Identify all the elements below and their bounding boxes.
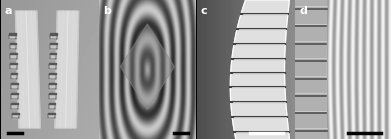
Polygon shape [50, 33, 57, 34]
Text: a: a [4, 6, 12, 16]
Text: d: d [299, 6, 307, 16]
Text: c: c [201, 6, 207, 16]
Polygon shape [55, 11, 79, 128]
Polygon shape [49, 83, 56, 84]
Polygon shape [49, 73, 56, 74]
Polygon shape [11, 73, 17, 74]
Polygon shape [50, 44, 57, 49]
Polygon shape [11, 103, 18, 104]
Polygon shape [15, 11, 40, 128]
Polygon shape [11, 83, 18, 84]
Polygon shape [11, 93, 18, 94]
Polygon shape [11, 104, 18, 109]
Polygon shape [9, 33, 16, 34]
Polygon shape [50, 54, 56, 59]
Polygon shape [48, 104, 56, 109]
Polygon shape [296, 0, 327, 139]
Polygon shape [10, 63, 17, 64]
Polygon shape [10, 54, 17, 59]
Polygon shape [49, 64, 56, 69]
Polygon shape [230, 0, 289, 139]
Polygon shape [12, 113, 18, 114]
Polygon shape [50, 53, 56, 54]
Polygon shape [10, 53, 17, 54]
Polygon shape [50, 43, 57, 44]
Polygon shape [120, 24, 174, 110]
Text: b: b [103, 6, 111, 16]
Polygon shape [49, 63, 56, 64]
Polygon shape [10, 64, 17, 69]
Polygon shape [48, 114, 55, 118]
Polygon shape [12, 114, 18, 118]
Polygon shape [48, 103, 56, 104]
Polygon shape [9, 34, 16, 39]
Polygon shape [10, 43, 16, 44]
Polygon shape [11, 74, 17, 79]
Polygon shape [49, 74, 56, 79]
Polygon shape [50, 34, 57, 39]
Polygon shape [48, 113, 55, 114]
Polygon shape [49, 84, 56, 89]
Polygon shape [49, 94, 56, 99]
Polygon shape [10, 44, 16, 49]
Polygon shape [11, 94, 18, 99]
Polygon shape [49, 93, 56, 94]
Polygon shape [11, 84, 18, 89]
